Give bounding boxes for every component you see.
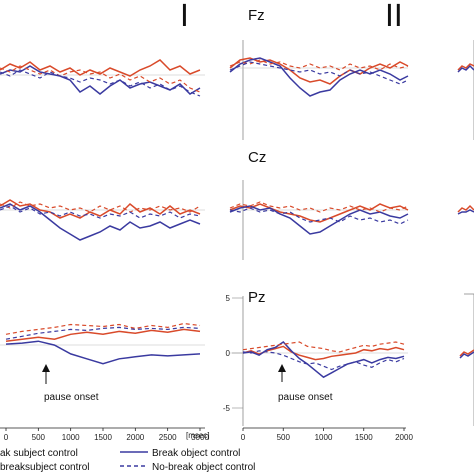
legend: ak subject control Break object control … [0,448,255,473]
series-blue-solid [5,340,201,365]
x-tick-label: 2000 [395,433,413,442]
series-red-solid [229,57,409,85]
panel-II-cz [229,201,409,235]
series-red-partial [457,63,474,71]
series-blue-solid [242,341,405,379]
group-II-panels: -5 0 5 0 500 1000 1500 2000 pause onset [223,40,414,442]
series-blue-solid [229,205,409,235]
panel-I-fz [0,59,205,97]
x-tick-label: 0 [241,433,246,442]
y-tick-label: -5 [223,404,231,413]
panel-I-pz: 0 500 1000 1500 2000 2500 3000 [msec] pause on… [0,322,210,442]
series-red-solid [242,345,405,361]
series-red-dashed [0,65,201,93]
series-blue-dashed [5,326,201,340]
electrode-label-cz: Cz [248,149,266,166]
series-red-solid [0,199,201,219]
series-red-partial [459,349,474,357]
electrode-label-pz: Pz [248,289,266,306]
x-tick-label: 3000 [191,433,209,442]
series-red-partial [457,204,474,213]
unit-label: [msec] [186,431,210,440]
series-red-dashed [5,322,201,335]
y-tick-label: 5 [226,294,231,303]
series-blue-dashed [0,69,201,97]
x-tick-label: 1000 [315,433,333,442]
x-tick-label: 1500 [355,433,373,442]
series-blue-partial [457,64,474,73]
series-red-dashed [229,201,409,213]
x-tick-label: 0 [4,433,9,442]
electrode-label-fz: Fz [248,7,265,24]
x-tick-label: 2000 [126,433,144,442]
series-red-dashed [229,59,409,71]
series-blue-dashed [229,207,409,225]
x-tick-label: 1500 [94,433,112,442]
series-blue-dashed [229,61,409,85]
x-tick-label: 1000 [62,433,80,442]
series-blue-partial [459,351,474,359]
section-label-I: I [180,0,189,34]
group-III-partial [457,40,474,426]
series-blue-solid [0,203,201,241]
series-red-solid [0,59,201,77]
x-tick-label: 2500 [159,433,177,442]
x-tick-label: 500 [277,433,291,442]
series-blue-solid [229,57,409,97]
series-red-dashed [0,201,201,213]
pause-onset-arrowhead-II [278,364,286,372]
legend-label-2: breaksubject control [0,462,90,473]
panel-I-cz [0,199,205,241]
series-red-solid [5,328,201,342]
series-blue-dashed [0,205,201,219]
panel-II-fz [229,57,409,97]
group-I-panels: 0 500 1000 1500 2000 2500 3000 [msec] pause on… [0,59,210,442]
series-red-solid [229,203,409,223]
series-blue-dashed [242,350,405,371]
x-tick-label: 500 [32,433,46,442]
pause-onset-label: pause onset [44,392,99,403]
legend-label-1: Break object control [152,448,240,459]
pause-onset-arrowhead [42,364,50,372]
y-tick-label: 0 [226,349,231,358]
legend-label-0: ak subject control [0,448,78,459]
legend-label-3: No-break object control [152,462,255,473]
section-label-II: II [385,0,403,34]
panel-II-pz: -5 0 5 0 500 1000 1500 2000 pause onset [223,294,414,442]
pause-onset-label-II: pause onset [278,392,333,403]
series-blue-partial [457,209,474,215]
